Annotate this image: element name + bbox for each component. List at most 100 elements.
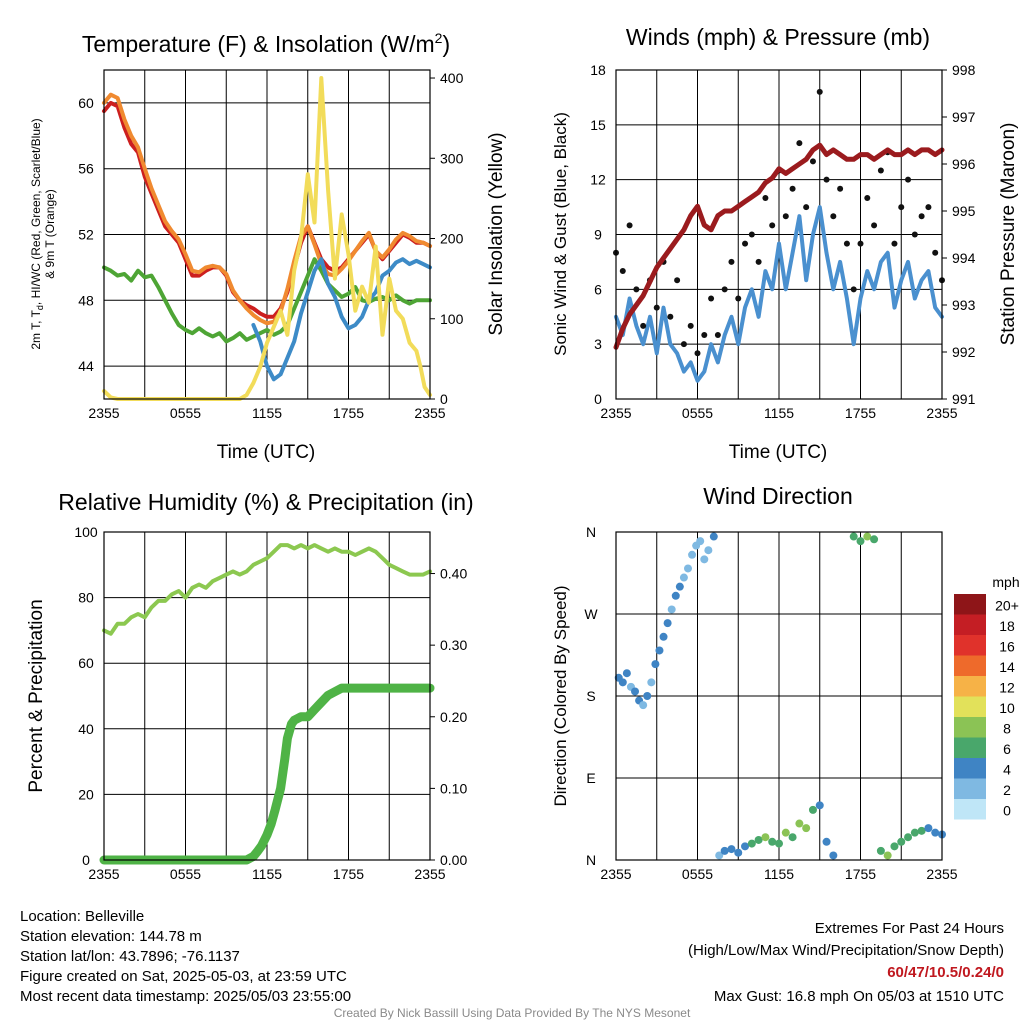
x-tick-label: 2355 (414, 866, 445, 882)
x-tick-label: 0555 (682, 866, 713, 882)
gust-point (755, 258, 762, 265)
y-tick-label-right: 997 (952, 109, 976, 125)
y-tick-label-left: 0 (82, 852, 90, 868)
y-tick-label-right: 996 (952, 156, 976, 172)
colorbar-label: 10 (999, 700, 1015, 716)
y-tick-label-left: 3 (594, 336, 602, 352)
series-line (102, 543, 432, 636)
colorbar-cell (954, 758, 986, 779)
direction-point (618, 678, 627, 687)
y-tick-label-left: 60 (78, 655, 94, 671)
direction-point (931, 828, 940, 837)
winds-panel: Winds (mph) & Pressure (mb) 2355 0555 1155… (551, 24, 1019, 463)
direction-point (727, 845, 736, 854)
y-tick-label-direction: N (586, 524, 596, 540)
temperature-panel: Temperature (F) & Insolation (W/m2) 2355… (29, 30, 507, 463)
direction-point (709, 532, 718, 541)
colorbar-cell (954, 614, 986, 635)
y-tick-label-left: 48 (78, 292, 94, 308)
y-tick-label-right: 0.00 (440, 852, 467, 868)
colorbar-cell (954, 799, 986, 820)
colorbar-label: 14 (999, 659, 1015, 675)
direction-point (622, 669, 631, 678)
station-elevation: Station elevation: 144.78 m (20, 928, 202, 945)
gust-point (640, 322, 647, 329)
credit-line: Created By Nick Bassill Using Data Provi… (333, 1006, 691, 1020)
series-line (613, 142, 945, 350)
x-tick-label: 1155 (764, 866, 794, 882)
humidity-ylabel-left: Percent & Precipitation (26, 599, 47, 792)
plot-border (615, 531, 943, 861)
gust-point (796, 140, 803, 147)
humidity-plot-area: 2355 0555 1155 1755 23550204060801000.000.10… (74, 524, 467, 882)
direction-point (856, 537, 865, 546)
gust-point (850, 286, 857, 293)
gust-point (925, 204, 932, 211)
x-tick-label: 2355 (600, 405, 631, 421)
y-tick-label-direction: E (586, 770, 595, 786)
colorbar-label: 2 (1003, 782, 1011, 798)
y-tick-label-left: 40 (78, 721, 94, 737)
direction-point (829, 851, 838, 860)
direction-point (683, 564, 692, 573)
y-tick-label-left: 56 (78, 161, 94, 177)
y-tick-label-right: 993 (952, 297, 976, 313)
y-tick-label-right: 992 (952, 344, 976, 360)
gust-point (653, 304, 660, 311)
colorbar-cell (954, 778, 986, 799)
series-line (251, 257, 432, 382)
x-tick-label: 1755 (845, 866, 876, 882)
gust-point (809, 158, 816, 165)
direction-point (870, 535, 879, 544)
figure-created: Figure created on Sat, 2025-05-03, at 23… (20, 968, 347, 985)
y-tick-label-left: 80 (78, 590, 94, 606)
gust-point (619, 268, 626, 275)
plot-border (615, 69, 943, 400)
y-tick-label-right: 994 (952, 250, 976, 266)
direction-point (863, 532, 872, 541)
y-tick-label-left: 0 (594, 391, 602, 407)
x-tick-label: 1155 (252, 405, 282, 421)
direction-point (815, 801, 824, 810)
colorbar-label: 16 (999, 638, 1015, 654)
gust-point (769, 222, 776, 229)
y-tick-label-right: 300 (440, 150, 464, 166)
x-tick-label: 1755 (333, 405, 364, 421)
direction-point (663, 619, 672, 628)
y-tick-label-right: 0.30 (440, 637, 467, 653)
direction-point (754, 835, 763, 844)
humidity-title: Relative Humidity (%) & Precipitation (i… (58, 489, 473, 515)
winds-title: Winds (mph) & Pressure (mb) (626, 24, 930, 50)
direction-point (781, 828, 790, 837)
x-tick-label: 0555 (682, 405, 713, 421)
gust-point (680, 341, 687, 348)
gust-point (714, 332, 721, 339)
humidity-panel: Relative Humidity (%) & Precipitation (i… (26, 489, 474, 882)
gust-point (694, 350, 701, 357)
direction-point (679, 573, 688, 582)
direction-point (775, 839, 783, 848)
gust-point (735, 295, 742, 302)
x-tick-label: 2355 (600, 866, 631, 882)
y-tick-label-right: 0.20 (440, 709, 467, 725)
direction-point (671, 591, 680, 600)
y-tick-label-left: 60 (78, 95, 94, 111)
y-tick-label-direction: N (586, 852, 596, 868)
direction-point (890, 842, 899, 851)
x-tick-label: 2355 (926, 405, 957, 421)
x-tick-label: 2355 (414, 405, 445, 421)
direction-point (924, 824, 933, 833)
temperature-xlabel: Time (UTC) (217, 442, 316, 463)
x-tick-label: 2355 (926, 866, 957, 882)
direction-point (822, 837, 831, 846)
x-tick-label: 1755 (333, 866, 364, 882)
colorbar-label: 0 (1003, 802, 1011, 818)
y-tick-label-direction: W (584, 606, 598, 622)
extremes-subtitle: (High/Low/Max Wind/Precipitation/Snow De… (688, 942, 1004, 959)
gust-point (918, 213, 925, 220)
gust-point (721, 286, 728, 293)
temperature-plot-area: 2355 0555 1155 1755 2355 44 48 52 56 60 0 100 200 300… (78, 69, 464, 421)
direction-point (647, 678, 656, 687)
direction-point (849, 532, 858, 541)
